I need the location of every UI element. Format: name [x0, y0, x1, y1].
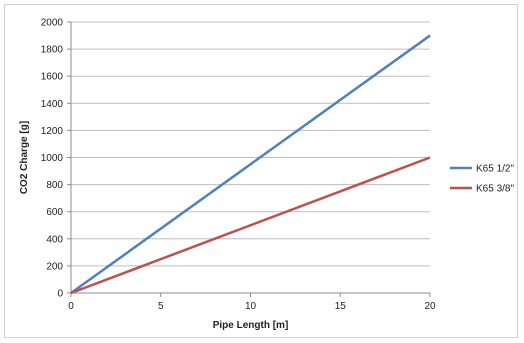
series-line-1 — [71, 158, 430, 294]
x-tick-label: 20 — [424, 301, 436, 312]
legend: K65 1/2" K65 3/8" — [450, 164, 514, 195]
y-tick-label: 2000 — [41, 18, 64, 29]
y-tick-label: 1800 — [41, 45, 64, 56]
y-tick-label: 1000 — [41, 153, 64, 164]
y-tick-label: 800 — [46, 180, 63, 191]
x-tick-label: 5 — [158, 301, 164, 312]
x-tick-label: 10 — [245, 301, 257, 312]
gridlines — [71, 22, 430, 266]
series-lines — [71, 36, 430, 293]
x-axis-title: Pipe Length [m] — [213, 320, 289, 331]
y-tick-label: 200 — [46, 261, 63, 272]
y-tick-label: 1400 — [41, 99, 64, 110]
x-tick-label: 0 — [68, 301, 74, 312]
series-line-0 — [71, 36, 430, 293]
y-tick-label: 1200 — [41, 126, 64, 137]
y-tick-label: 0 — [57, 289, 63, 300]
y-tick-label: 400 — [46, 234, 63, 245]
legend-item-0: K65 1/2" — [450, 164, 514, 175]
legend-label: K65 3/8" — [476, 184, 514, 195]
y-axis-title: CO2 Charge [g] — [19, 121, 30, 194]
legend-label: K65 1/2" — [476, 164, 514, 175]
y-tick-label: 600 — [46, 207, 63, 218]
legend-item-1: K65 3/8" — [450, 184, 514, 195]
y-tick-label: 1600 — [41, 72, 64, 83]
x-tick-label: 15 — [335, 301, 347, 312]
tick-labels: 0 200 400 600 800 1000 1200 1400 1600 1800 2000 0 5 1… — [41, 18, 436, 313]
